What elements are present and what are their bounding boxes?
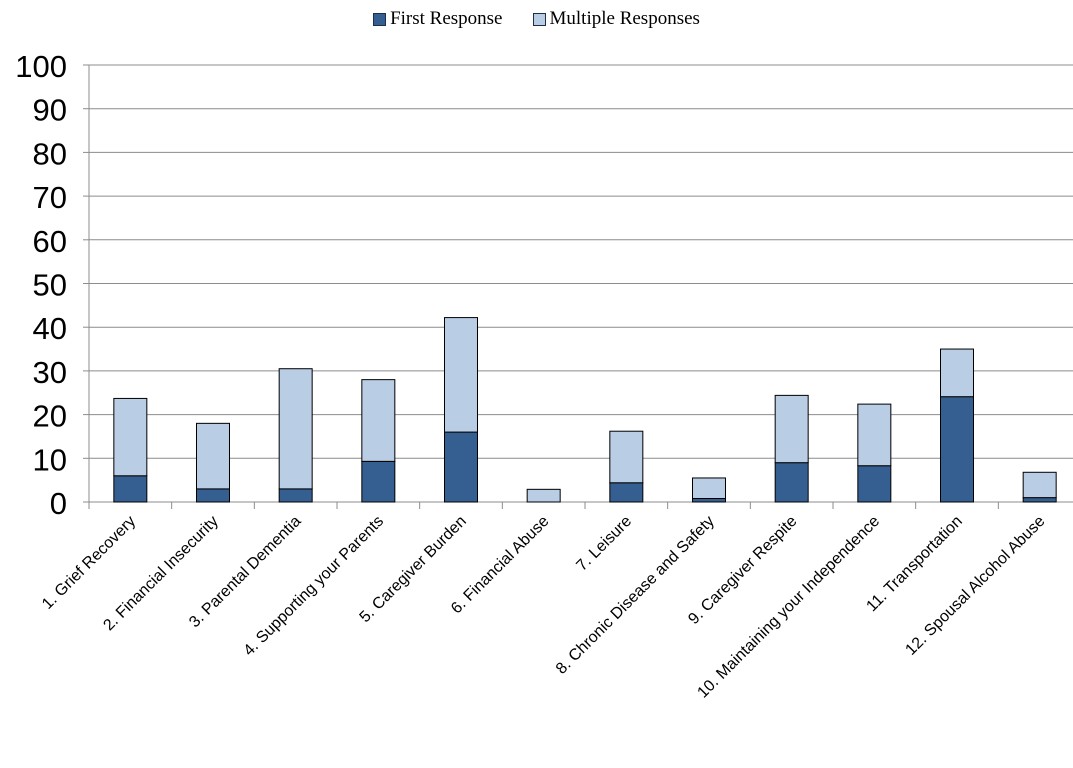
bar-first-response [444,431,478,503]
bar-multiple-responses [692,477,726,500]
x-tick-label: 7. Leisure [573,513,635,575]
x-tick-label: 8. Chronic Disease and Safety [553,513,718,678]
bar-multiple-responses [444,317,478,433]
y-tick-label: 70 [33,180,67,215]
bar-multiple-responses [940,348,974,398]
bar-first-response [692,498,726,503]
bar-first-response [940,396,974,503]
bar-first-response [774,462,809,503]
x-tick-label: 12. Spousal Alcohol Abuse [902,513,1048,659]
bar-multiple-responses [1022,471,1057,499]
y-tick-label: 80 [33,136,67,171]
y-tick-label: 20 [33,399,67,434]
legend-swatch-first-response [373,12,387,26]
x-tick-label: 4. Supporting your Parents [241,513,388,660]
bar-first-response [278,488,313,503]
bar-multiple-responses [361,379,396,462]
x-tick-label: 10. Maintaining your Independence [694,513,883,702]
legend-item-first-response: First Response [373,8,503,30]
bar-multiple-responses [196,422,230,490]
bar-first-response [196,488,230,503]
legend: First Response Multiple Responses [0,8,1073,30]
bar-multiple-responses [526,488,561,503]
y-tick-label: 30 [33,355,67,390]
bar-first-response [1022,497,1057,503]
y-tick-label: 90 [33,93,67,128]
bar-first-response [361,460,396,503]
legend-label-first-response: First Response [390,8,503,29]
bar-first-response [857,465,892,503]
y-tick-label: 50 [33,268,67,303]
legend-label-multiple-responses: Multiple Responses [549,8,700,29]
y-tick-label: 0 [50,486,67,521]
bar-first-response [113,475,148,503]
legend-item-multiple-responses: Multiple Responses [532,8,700,30]
legend-swatch-multiple-responses [532,12,546,26]
bar-multiple-responses [113,397,148,477]
y-tick-label: 10 [33,442,67,477]
bar-multiple-responses [609,430,644,484]
bar-multiple-responses [857,403,892,467]
y-tick-label: 60 [33,224,67,259]
y-tick-label: 100 [15,49,67,84]
bar-multiple-responses [774,394,809,464]
y-tick-label: 40 [33,311,67,346]
bar-multiple-responses [278,368,313,490]
bar-first-response [609,482,644,503]
